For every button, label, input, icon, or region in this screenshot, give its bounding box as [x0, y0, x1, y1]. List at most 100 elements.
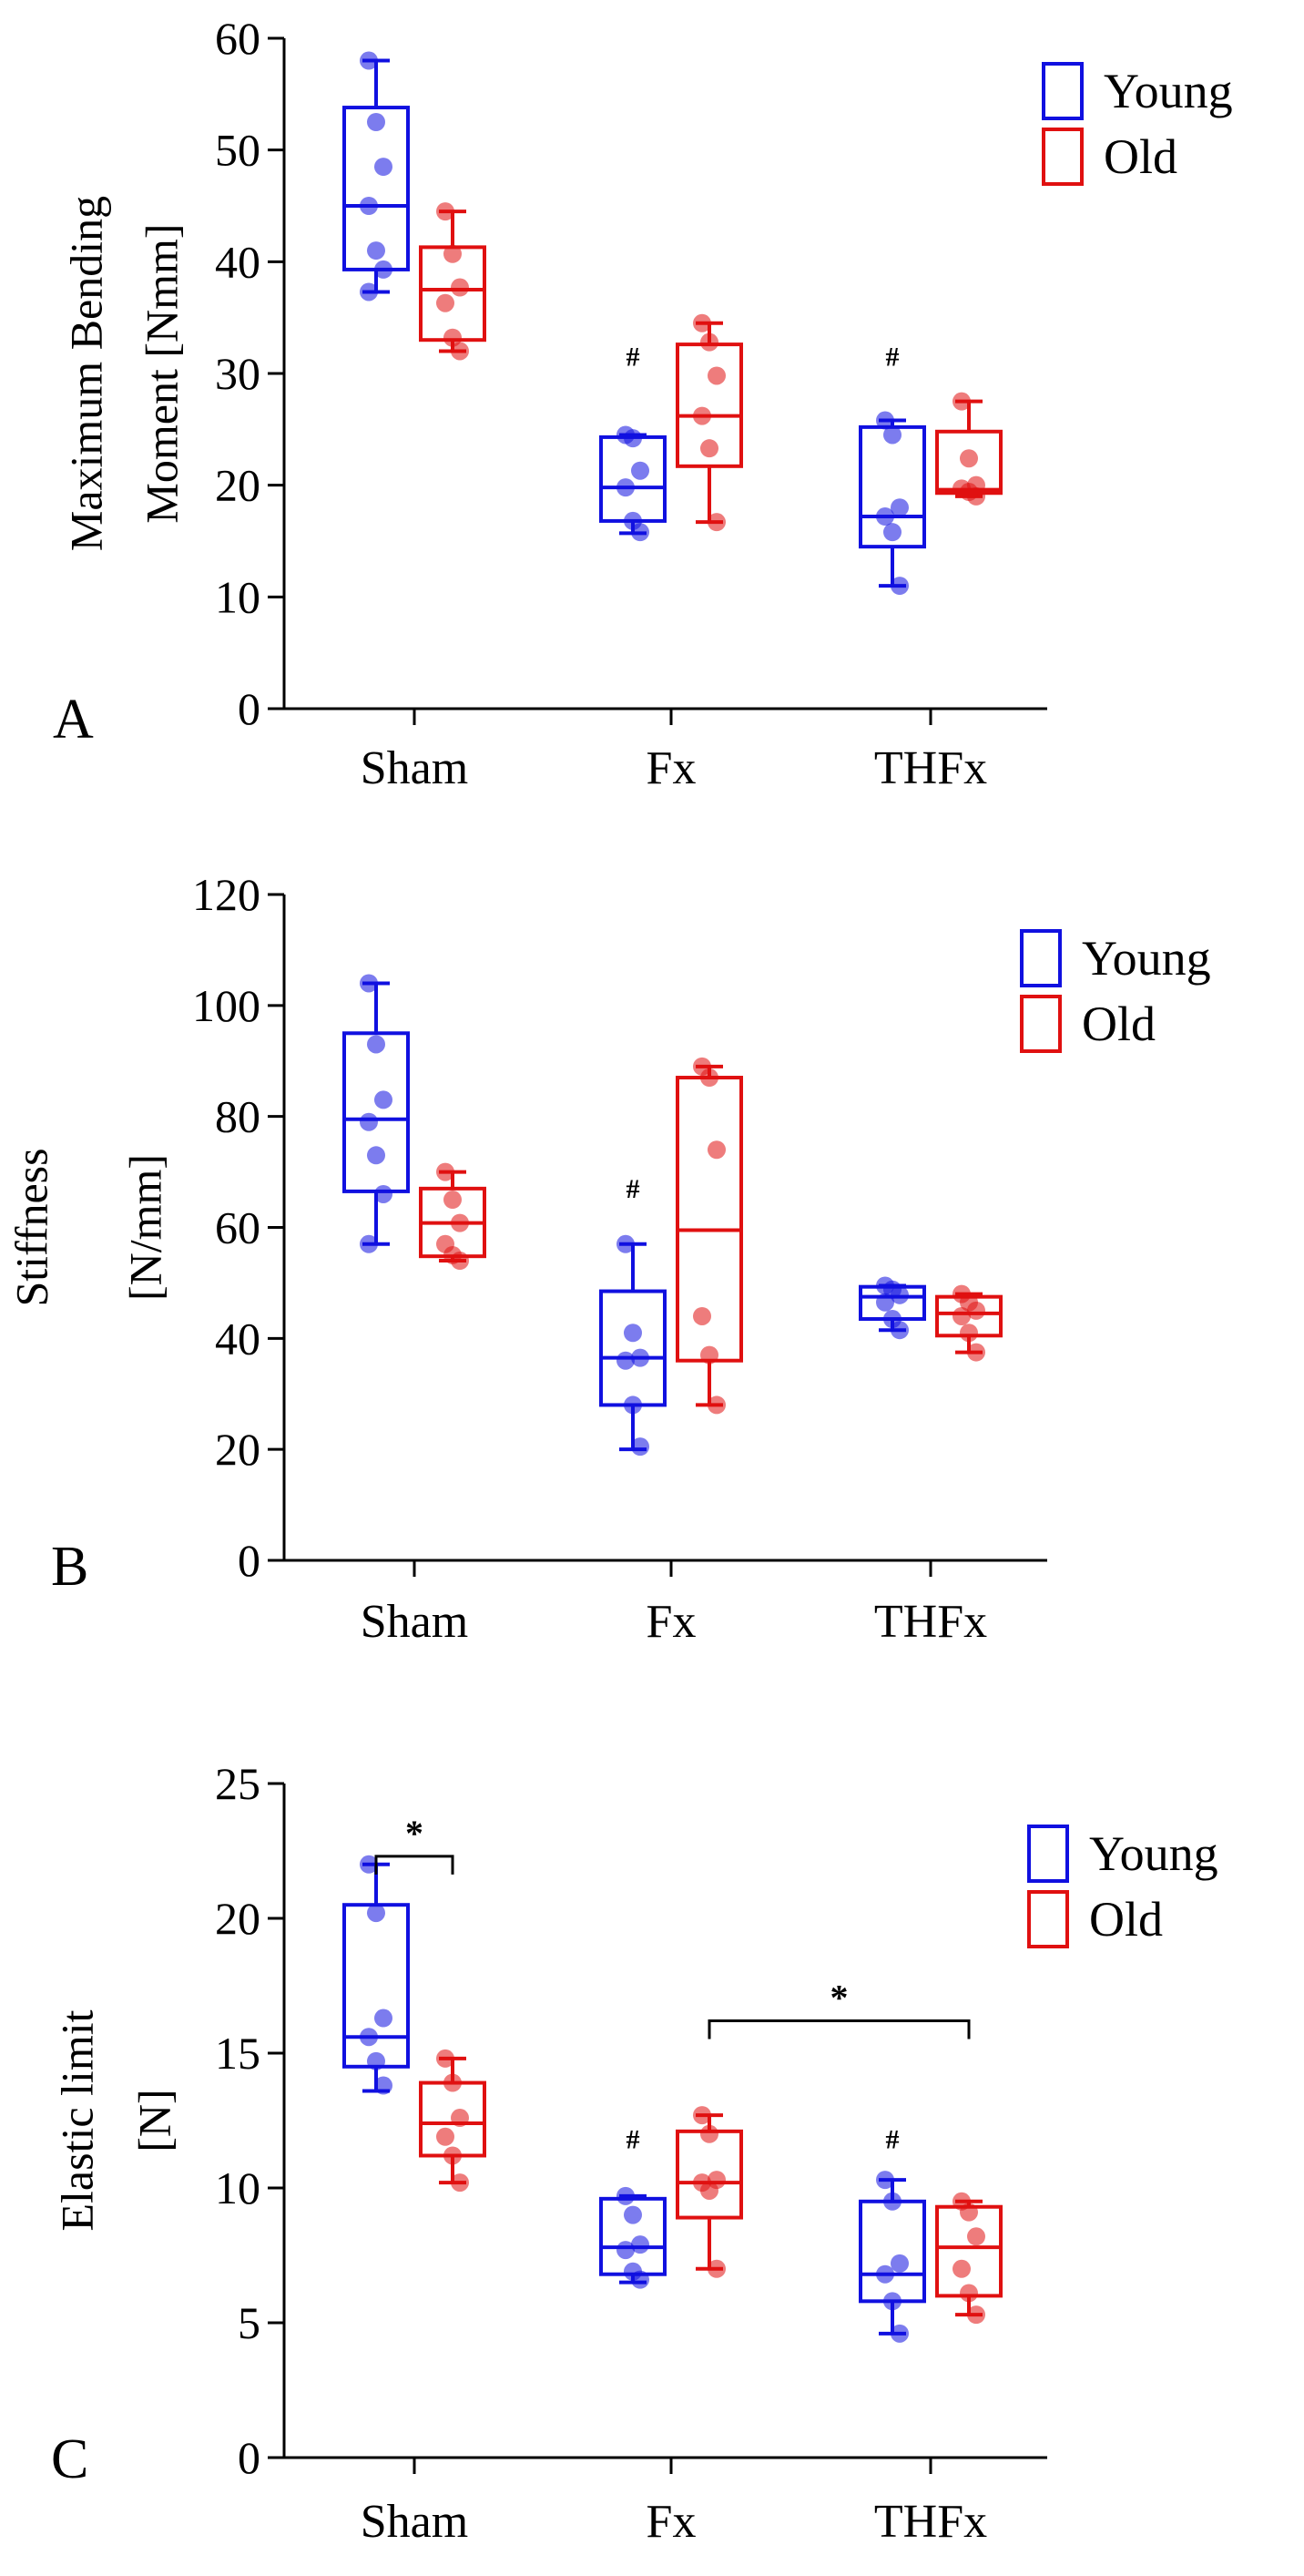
box-young-thfx: [859, 2171, 926, 2343]
panel-b: 0 20 40 60 80 100 120 Sham Fx THFx Stiffness [N/mm]…: [5, 869, 1210, 1648]
y-tick-label: 60: [215, 1202, 260, 1253]
box-old-sham: [419, 1162, 486, 1271]
box-young-fx: [599, 2186, 667, 2289]
x-tick-label-fx: Fx: [647, 2496, 697, 2548]
legend-label: Old: [1082, 997, 1156, 1051]
y-axis-label-line: [N/mm]: [119, 1154, 170, 1301]
box-old-thfx: [935, 1284, 1003, 1362]
data-point: [360, 1855, 378, 1874]
data-point: [367, 1035, 385, 1054]
bracket-asterisk: *: [405, 1813, 423, 1854]
box-young-sham: [342, 1855, 410, 2095]
data-point: [360, 282, 378, 302]
data-point: [436, 1162, 454, 1181]
data-point: [883, 523, 902, 542]
data-point: [876, 507, 894, 526]
data-point: [436, 2049, 454, 2068]
y-tick-label: 100: [192, 980, 260, 1031]
data-point: [367, 241, 385, 261]
legend-swatch: [1027, 1825, 1069, 1883]
data-point: [631, 461, 649, 480]
x-tick-label-thfx: THFx: [874, 2496, 987, 2548]
data-point: [953, 1306, 971, 1325]
legend-swatch: [1020, 995, 1062, 1053]
y-tick-label: 50: [215, 125, 260, 176]
data-point: [374, 2076, 392, 2095]
x-tick-label-thfx: THFx: [874, 742, 987, 794]
data-point: [631, 2235, 649, 2254]
data-point: [876, 2171, 894, 2190]
data-point: [436, 202, 454, 221]
box-old-sham: [419, 2049, 486, 2193]
data-point: [700, 1345, 718, 1365]
data-point: [443, 2146, 462, 2165]
data-point: [960, 449, 978, 468]
y-axis-label-line: Elastic limit: [51, 2009, 102, 2231]
data-point: [616, 1234, 635, 1253]
y-tick-label: 40: [215, 236, 260, 287]
y-tick-label: 10: [215, 2162, 260, 2213]
panel-a: 0 10 20 30 40 50 60 Sham Fx THFx Maximum Bending Mo…: [53, 13, 1233, 794]
data-point: [360, 1234, 378, 1253]
bracket-line: [374, 1855, 454, 1875]
data-point: [616, 2241, 635, 2260]
x-tick-label-sham: Sham: [361, 742, 468, 794]
data-point: [436, 293, 454, 312]
x-tick-label-thfx: THFx: [874, 1596, 987, 1648]
data-point: [624, 1395, 642, 1415]
data-point: [876, 411, 894, 430]
data-point: [360, 974, 378, 993]
data-point: [616, 1351, 635, 1370]
data-point: [624, 1324, 642, 1343]
data-point: [891, 1321, 909, 1340]
box-old-sham: [419, 202, 486, 361]
y-tick-label: 20: [215, 1424, 260, 1475]
iqr-box: [342, 1031, 410, 1193]
panel-label: C: [51, 2428, 88, 2490]
x-tick-label-fx: Fx: [647, 742, 697, 794]
legend-item-old: Old: [1042, 128, 1177, 186]
data-point: [967, 1343, 985, 1362]
iqr-box: [599, 434, 667, 523]
data-point: [374, 158, 392, 177]
data-point: [700, 439, 718, 458]
data-point: [360, 1112, 378, 1131]
data-point: [443, 328, 462, 347]
y-tick-label: 30: [215, 348, 260, 399]
data-point: [967, 1301, 985, 1320]
data-point: [883, 425, 902, 445]
box-old-fx: [676, 313, 743, 532]
data-point: [616, 478, 635, 497]
data-point: [374, 1184, 392, 1203]
data-point: [876, 2264, 894, 2284]
y-tick-label: 120: [192, 869, 260, 920]
data-point: [451, 1252, 469, 1271]
significance-bracket: *: [374, 1813, 454, 1875]
data-point: [960, 2284, 978, 2303]
data-point: [693, 313, 711, 332]
significance-hash: #: [627, 1174, 640, 1204]
significance-bracket: *: [708, 1977, 971, 2039]
data-point: [443, 2073, 462, 2092]
data-point: [960, 2203, 978, 2222]
box-young-fx: [599, 1234, 667, 1457]
y-tick-label: 0: [238, 683, 260, 734]
data-point: [960, 1324, 978, 1343]
box-young-thfx: [859, 411, 926, 596]
data-point: [891, 2324, 909, 2343]
iqr-box: [859, 2199, 926, 2304]
legend-item-young: Young: [1042, 62, 1233, 120]
data-point: [631, 2270, 649, 2289]
data-point: [700, 2124, 718, 2143]
data-point: [367, 1146, 385, 1165]
legend-label: Young: [1104, 64, 1233, 118]
data-point: [967, 486, 985, 506]
y-tick-label: 20: [215, 1893, 260, 1944]
x-tick-label-sham: Sham: [361, 2496, 468, 2548]
box-young-thfx: [859, 1276, 926, 1340]
data-point: [708, 1140, 726, 1160]
legend-item-young: Young: [1027, 1825, 1218, 1883]
data-point: [708, 2259, 726, 2278]
data-point: [693, 406, 711, 425]
